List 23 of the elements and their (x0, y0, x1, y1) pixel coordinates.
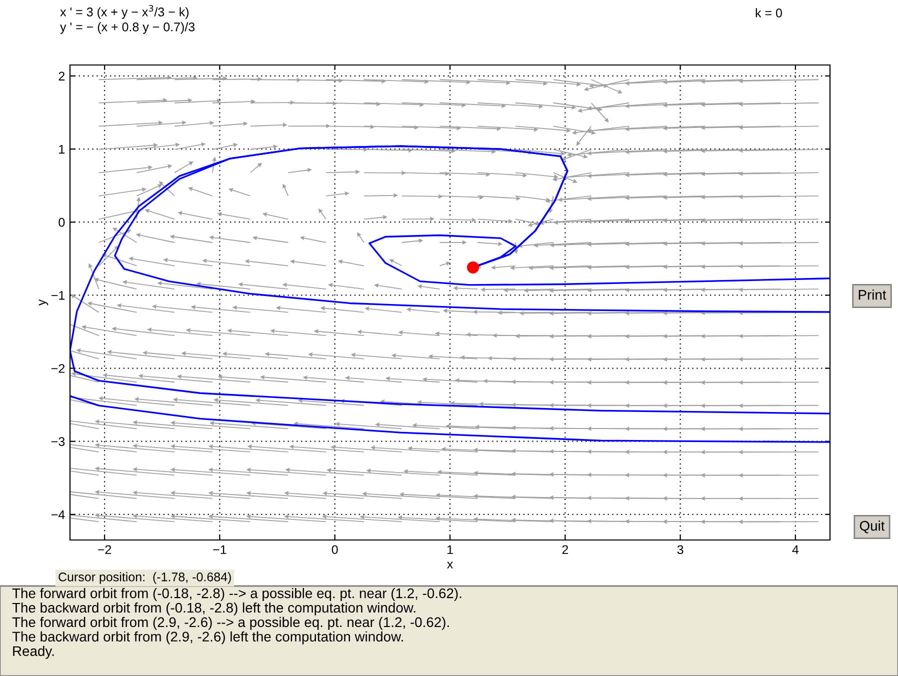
text: Quit (860, 520, 885, 534)
text: Print (858, 290, 886, 300)
y-tick-label: −3 (52, 437, 65, 446)
x-tick-label: 4 (792, 545, 799, 554)
x-tick-label: 2 (562, 545, 568, 554)
y-tick-label: −2 (52, 364, 65, 373)
y-axis-title: y (38, 299, 48, 306)
x-tick-label: 1 (447, 545, 453, 554)
text: Cursor position: (-1.78, -0.684) (58, 572, 231, 584)
y-tick-label: 1 (59, 144, 65, 154)
x-tick-label: 3 (677, 545, 684, 554)
x-tick-label: 0 (332, 545, 338, 554)
y-tick-label: −1 (52, 291, 65, 300)
y-tick-label: −4 (52, 510, 65, 519)
x-axis-title: x (447, 562, 453, 568)
chart-subtitle: y ' = − (x + 0.8 y − 0.7)/3 (60, 22, 195, 34)
y-tick-label: 2 (58, 72, 65, 80)
text: The forward orbit from (-0.18, -2.8) --> a possible eq. pt. near (1.2, -0.62). The backward orbit from (-0.18, -2.8) left the computation window. The forward orbit from (2.9, -2.6) --> a possible eq. pt. near (1.2, -0.62). The backward orbit from (2.9, -2.6) left the computation window. Ready. (12, 588, 462, 659)
x-tick-label: −2 (98, 545, 112, 554)
text: k = 0 (756, 8, 782, 18)
x-tick-label: −1 (213, 545, 226, 554)
chart-title: x ' = 3 (x + y − x$^{3}$/3 − k) (60, 5, 189, 19)
y-tick-label: 0 (58, 218, 65, 227)
